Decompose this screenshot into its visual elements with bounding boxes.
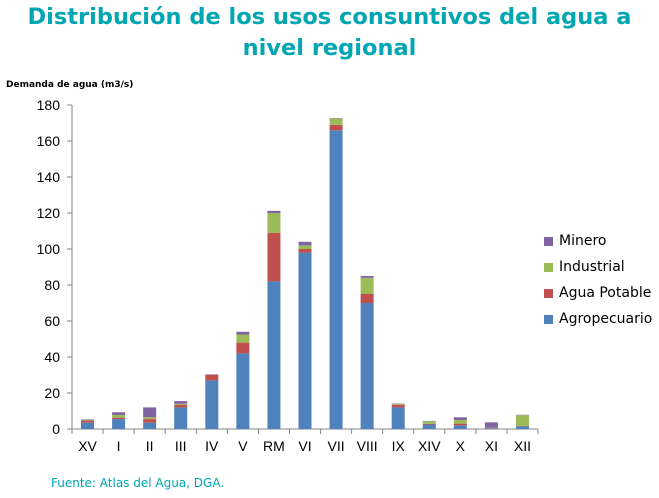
y-tick-label: 20	[44, 385, 60, 401]
bar-agua-potable-ix	[391, 404, 405, 408]
bar-agua-potable-xiv	[422, 423, 436, 425]
bar-minero-iii	[174, 401, 188, 404]
x-tick-label: XV	[78, 438, 97, 454]
bar-agropecuario-v	[236, 353, 250, 429]
y-tick-label: 120	[37, 205, 61, 221]
bar-agropecuario-i	[112, 419, 126, 429]
bar-industrial-x	[453, 420, 467, 424]
bar-industrial-v	[236, 334, 250, 343]
x-tick-label: XIV	[418, 438, 441, 454]
chart-title: Distribución de los usos consuntivos del…	[0, 2, 659, 64]
x-tick-label: VIII	[357, 438, 378, 454]
y-tick-label: 160	[37, 133, 61, 149]
bar-agropecuario-vii	[329, 130, 343, 429]
bar-agropecuario-vi	[298, 252, 312, 429]
bar-minero-iv	[205, 374, 219, 375]
bar-agropecuario-x	[453, 425, 467, 429]
bar-agua-potable-iii	[174, 404, 188, 408]
bar-agropecuario-xi	[484, 428, 498, 429]
x-tick-label: X	[456, 438, 466, 454]
bar-minero-vi	[298, 241, 312, 246]
y-tick-label: 140	[37, 169, 61, 185]
bar-agua-potable-vi	[298, 249, 312, 253]
bar-industrial-ix	[391, 404, 405, 405]
bar-agropecuario-iv	[205, 380, 219, 429]
bar-agropecuario-xii	[515, 426, 529, 429]
y-tick-label: 180	[37, 97, 61, 113]
legend-swatch	[544, 263, 553, 272]
bar-industrial-xv	[81, 420, 95, 421]
source-note: Fuente: Atlas del Agua, DGA.	[51, 476, 225, 490]
bar-agropecuario-ii	[143, 422, 157, 429]
bar-minero-ix	[391, 403, 405, 405]
legend-label: Industrial	[559, 259, 625, 275]
bar-industrial-vi	[298, 245, 312, 249]
bar-agropecuario-iii	[174, 407, 188, 429]
chart-title-line2: nivel regional	[242, 35, 417, 61]
bar-agropecuario-ix	[391, 407, 405, 429]
y-tick-label: 60	[44, 313, 60, 329]
y-tick-label: 100	[37, 241, 61, 257]
bar-agropecuario-xiv	[422, 424, 436, 429]
bar-minero-ii	[143, 407, 157, 418]
bar-agua-potable-i	[112, 417, 126, 420]
bar-industrial-i	[112, 414, 126, 418]
legend-label: Minero	[559, 233, 607, 249]
bar-industrial-xii	[515, 415, 529, 426]
legend-label: Agropecuario	[559, 311, 653, 327]
y-tick-label: 0	[52, 421, 60, 437]
x-tick-label: I	[117, 438, 121, 454]
chart-title-line1: Distribución de los usos consuntivos del…	[27, 4, 632, 30]
legend-swatch	[544, 237, 553, 246]
bar-agropecuario-viii	[360, 303, 374, 429]
bar-industrial-iii	[174, 403, 188, 405]
bar-minero-xv	[81, 419, 95, 420]
x-tick-label: XI	[485, 438, 498, 454]
bar-agua-potable-rm	[267, 232, 281, 282]
x-tick-label: III	[175, 438, 187, 454]
x-tick-label: IX	[392, 438, 406, 454]
x-tick-label: XII	[514, 438, 531, 454]
bar-industrial-rm	[267, 213, 281, 233]
bar-industrial-ii	[143, 417, 157, 420]
y-tick-label: 80	[44, 277, 60, 293]
legend-label: Agua Potable	[559, 285, 652, 301]
y-axis-label: Demanda de agua (m3/s)	[6, 80, 134, 90]
x-tick-label: RM	[263, 438, 285, 454]
bar-agua-potable-xv	[81, 420, 95, 423]
bar-agropecuario-rm	[267, 281, 281, 429]
bar-agua-potable-v	[236, 342, 250, 354]
bar-agua-potable-x	[453, 423, 467, 426]
bar-minero-v	[236, 331, 250, 335]
bar-minero-rm	[267, 210, 281, 213]
x-tick-label: VI	[298, 438, 311, 454]
bar-industrial-vii	[329, 118, 343, 125]
bar-minero-xi	[484, 422, 498, 428]
bar-agua-potable-viii	[360, 294, 374, 303]
legend-swatch	[544, 315, 553, 324]
y-tick-label: 40	[44, 349, 60, 365]
bar-agua-potable-ii	[143, 419, 157, 423]
bar-agua-potable-iv	[205, 375, 219, 381]
bar-agua-potable-vii	[329, 124, 343, 131]
bar-industrial-xiv	[422, 421, 436, 424]
x-tick-label: V	[238, 438, 248, 454]
bar-minero-i	[112, 412, 126, 415]
bar-industrial-viii	[360, 277, 374, 294]
bar-agropecuario-xv	[81, 422, 95, 429]
x-tick-label: VII	[328, 438, 345, 454]
x-tick-label: II	[146, 438, 154, 454]
x-tick-label: IV	[205, 438, 219, 454]
legend-swatch	[544, 289, 553, 298]
bar-minero-viii	[360, 276, 374, 278]
bar-minero-x	[453, 417, 467, 420]
